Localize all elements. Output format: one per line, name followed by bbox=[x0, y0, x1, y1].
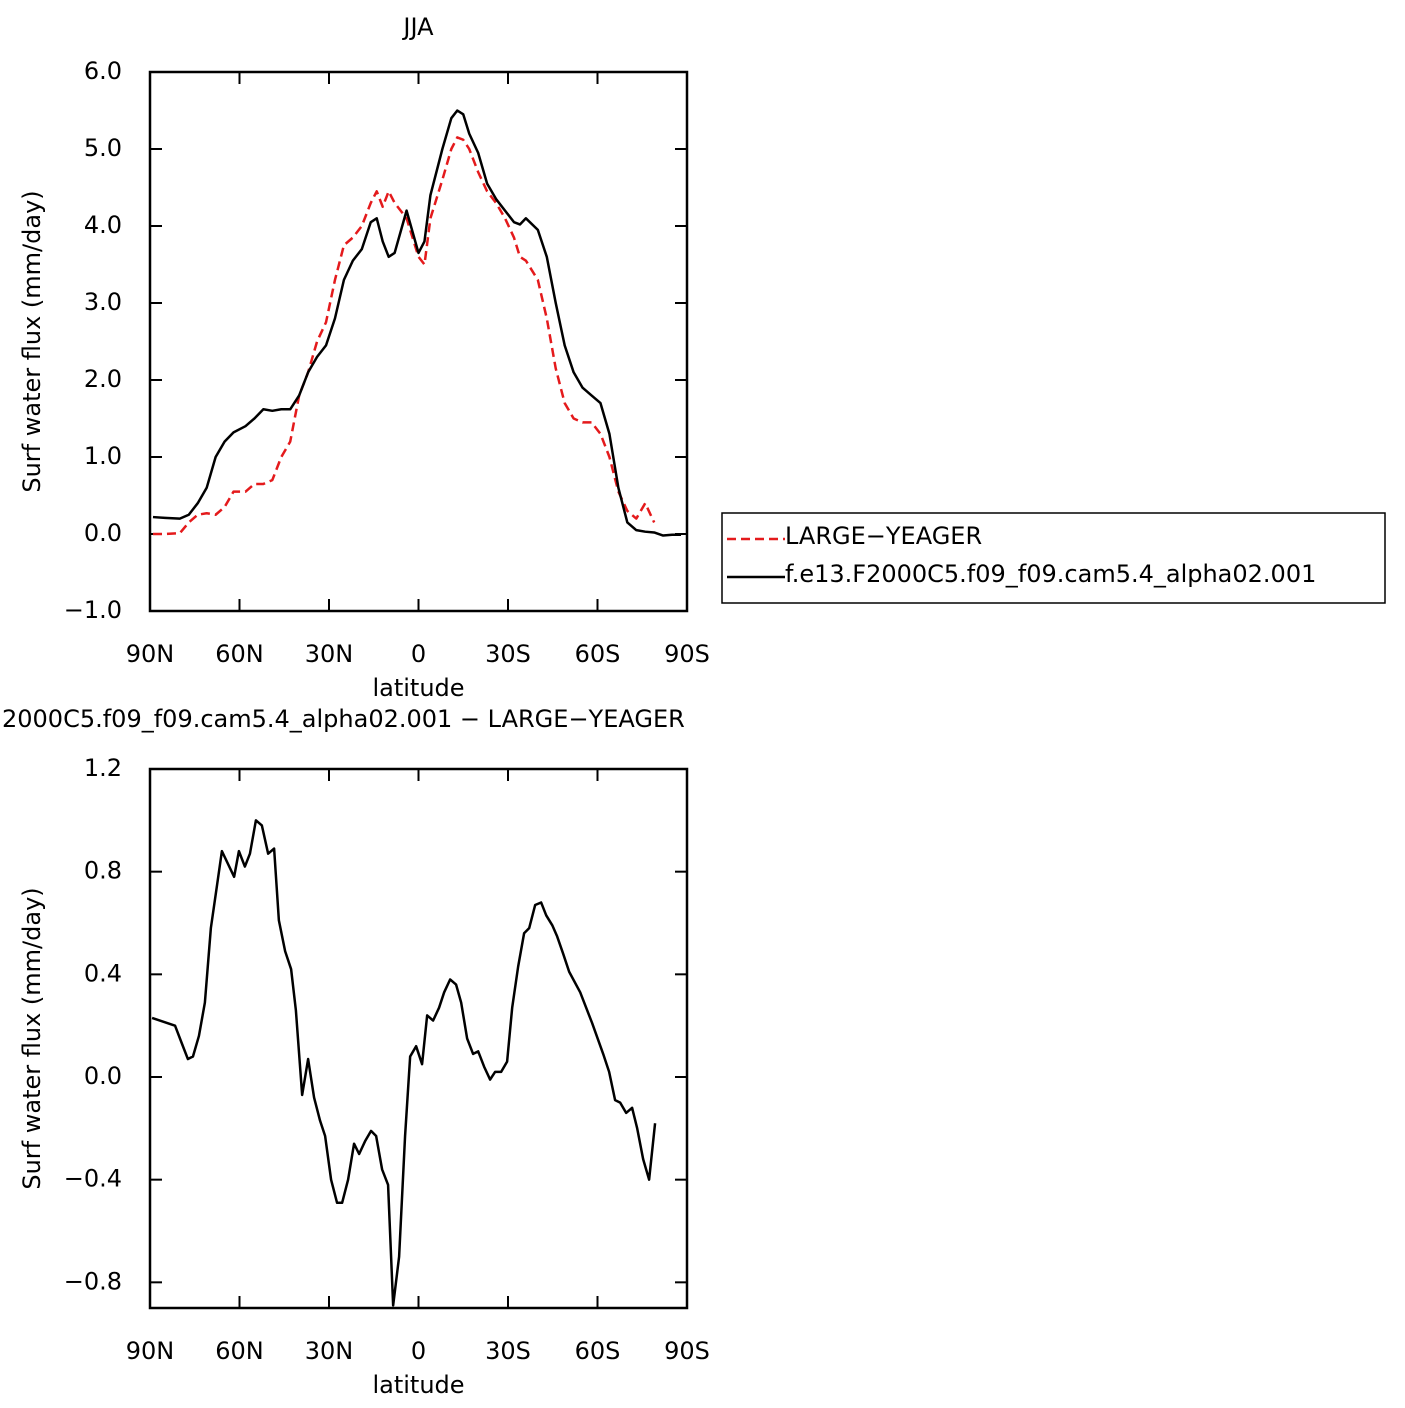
plot-frame bbox=[148, 767, 689, 1310]
y-axis-label: Surf water flux (mm/day) bbox=[18, 887, 46, 1189]
y-tick-label: 3.0 bbox=[84, 288, 122, 316]
y-tick-label: 1.2 bbox=[84, 754, 122, 782]
y-tick-label: 0.4 bbox=[84, 959, 122, 987]
x-tick-label: 30S bbox=[485, 1337, 531, 1365]
x-tick-label: 60S bbox=[575, 640, 621, 668]
plot-frame bbox=[148, 70, 689, 613]
y-tick-label: 6.0 bbox=[84, 57, 122, 85]
x-tick-label: 0 bbox=[411, 640, 426, 668]
x-tick-label: 60N bbox=[215, 640, 264, 668]
x-tick-label: 90N bbox=[126, 640, 175, 668]
y-tick-label: −1.0 bbox=[64, 596, 122, 624]
x-tick-label: 90N bbox=[126, 1337, 175, 1365]
chart-title: JJA bbox=[401, 13, 434, 41]
x-tick-label: 90S bbox=[664, 640, 710, 668]
x-axis-label: latitude bbox=[372, 674, 464, 702]
y-tick-label: 2.0 bbox=[84, 365, 122, 393]
x-tick-label: 30N bbox=[305, 1337, 354, 1365]
chart-title: 2000C5.f09_f09.cam5.4_alpha02.001 − LARG… bbox=[2, 705, 685, 733]
y-axis-label: Surf water flux (mm/day) bbox=[18, 190, 46, 492]
x-tick-label: 30N bbox=[305, 640, 354, 668]
x-tick-label: 30S bbox=[485, 640, 531, 668]
y-tick-label: 0.0 bbox=[84, 519, 122, 547]
data-line bbox=[151, 819, 657, 1307]
legend-label: f.e13.F2000C5.f09_f09.cam5.4_alpha02.001 bbox=[785, 560, 1316, 588]
x-tick-label: 90S bbox=[664, 1337, 710, 1365]
x-tick-label: 60N bbox=[215, 1337, 264, 1365]
y-tick-label: 5.0 bbox=[84, 134, 122, 162]
legend-box bbox=[721, 512, 1386, 604]
legend-label: LARGE−YEAGER bbox=[785, 522, 982, 550]
y-tick-label: 1.0 bbox=[84, 442, 122, 470]
y-tick-label: 0.8 bbox=[84, 857, 122, 885]
y-tick-label: 0.0 bbox=[84, 1062, 122, 1090]
data-line bbox=[152, 109, 682, 537]
x-tick-label: 60S bbox=[575, 1337, 621, 1365]
x-axis-label: latitude bbox=[372, 1371, 464, 1399]
y-tick-label: −0.4 bbox=[64, 1165, 122, 1193]
data-line bbox=[152, 136, 656, 536]
x-tick-label: 0 bbox=[411, 1337, 426, 1365]
y-tick-label: 4.0 bbox=[84, 211, 122, 239]
y-tick-label: −0.8 bbox=[64, 1267, 122, 1295]
